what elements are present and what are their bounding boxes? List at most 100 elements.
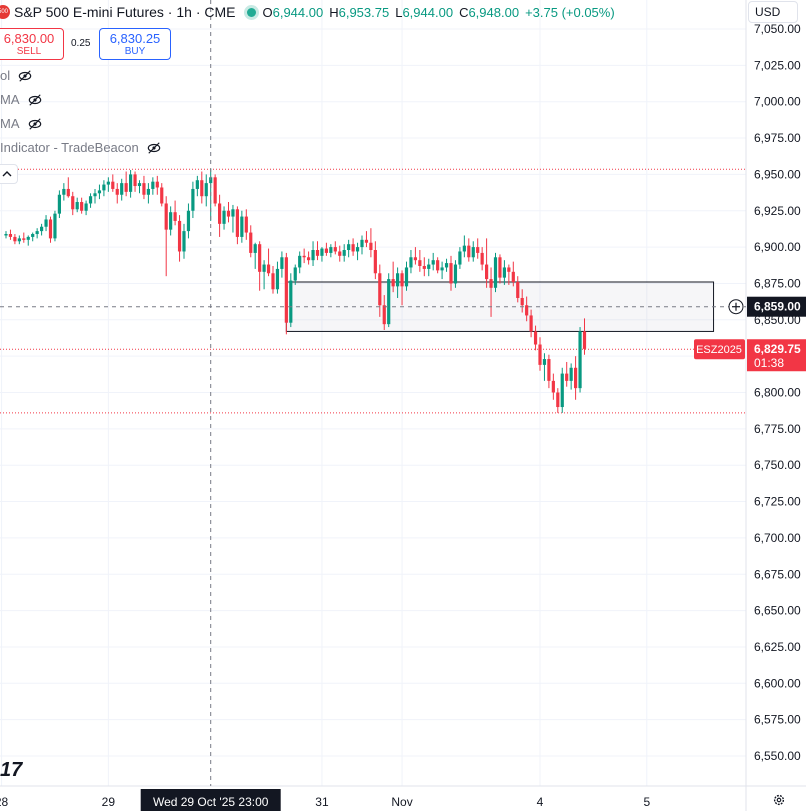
candle: [44, 215, 48, 232]
candle: [409, 250, 413, 274]
crosshair-time-bg: [140, 789, 281, 811]
candle-body: [209, 177, 213, 184]
candle-body: [284, 257, 288, 323]
candle-body: [200, 180, 204, 197]
candle: [413, 247, 417, 265]
candle: [151, 177, 155, 195]
candle: [467, 238, 471, 262]
candle: [453, 260, 458, 288]
candle-body: [444, 263, 449, 268]
candle: [436, 257, 440, 274]
candle: [182, 223, 186, 259]
eye-crossed-icon[interactable]: [147, 141, 161, 155]
candle: [115, 183, 119, 204]
indicator-tradebeacon[interactable]: Indicator - TradeBeacon: [0, 140, 161, 155]
candle: [560, 367, 564, 413]
candle-body: [329, 247, 333, 253]
candle-body: [396, 273, 400, 287]
candles: [4, 168, 587, 413]
candle: [485, 238, 489, 288]
candle: [400, 270, 404, 306]
time-axis[interactable]: 28 29 31 Nov 4 5 Wed 29 Oct '25 23:00: [0, 789, 650, 811]
candle-body: [218, 203, 222, 224]
candle: [516, 276, 520, 303]
candle-body: [436, 260, 440, 271]
exchange-logo-icon: 500: [0, 5, 10, 19]
y-tick-label: 6,625.00: [754, 640, 801, 654]
price-axis[interactable]: 7,050.00 7,025.00 7,000.00 6,975.00 6,950.00…: [754, 22, 801, 763]
ohlc-low: L6,944.00: [395, 4, 454, 20]
candle: [142, 175, 146, 200]
candle-body: [40, 226, 44, 232]
candle: [266, 248, 271, 277]
candle: [315, 241, 320, 261]
candle-body: [235, 209, 239, 237]
candle-body: [204, 183, 208, 197]
current-price-bg: [747, 339, 806, 372]
candle-body: [493, 257, 498, 288]
x-tick-label: 28: [0, 795, 9, 809]
candle: [102, 180, 106, 197]
candle: [235, 206, 239, 245]
sell-button[interactable]: 6,830.00 SELL: [0, 28, 64, 60]
price-axis-background: [746, 0, 806, 811]
candle-body: [44, 219, 48, 227]
eye-crossed-icon[interactable]: [28, 93, 42, 107]
candle-body: [560, 373, 564, 408]
indicator-volume[interactable]: ol: [0, 68, 32, 83]
candle: [84, 200, 88, 216]
candle: [476, 238, 480, 259]
candle-body: [578, 331, 582, 389]
candle: [75, 197, 79, 213]
buy-button[interactable]: 6,830.25 BUY: [99, 28, 171, 60]
candle: [329, 244, 333, 258]
candle-body: [62, 188, 66, 195]
candle: [347, 239, 351, 258]
candle: [80, 197, 84, 214]
candle: [4, 231, 8, 239]
candle: [502, 260, 506, 285]
candle: [525, 296, 529, 322]
indicator-ma-2[interactable]: MA: [0, 116, 42, 131]
symbol-title[interactable]: S&P 500 E-mini Futures · 1h · CME: [14, 4, 236, 20]
buy-price: 6,830.25: [109, 31, 161, 46]
candle: [551, 373, 555, 400]
candle-body: [298, 255, 302, 268]
candle-body: [80, 202, 84, 211]
candle: [480, 247, 484, 271]
candle: [569, 363, 573, 390]
currency-selector[interactable]: USD: [748, 1, 798, 23]
candle-body: [275, 268, 280, 290]
candle-body: [400, 273, 404, 287]
crosshair-price-label: 6,859.00: [747, 296, 806, 317]
candle: [302, 248, 306, 264]
y-tick-label: 6,800.00: [754, 386, 801, 400]
y-tick-label: 6,950.00: [754, 167, 801, 181]
y-tick-label: 7,000.00: [754, 95, 801, 109]
eye-crossed-icon[interactable]: [18, 69, 32, 83]
gear-icon[interactable]: [772, 793, 786, 807]
eye-crossed-icon[interactable]: [28, 117, 42, 131]
candle-body: [569, 367, 573, 381]
candle: [31, 232, 35, 242]
candle: [48, 216, 53, 243]
candle-body: [360, 239, 364, 248]
y-tick-label: 6,550.00: [754, 749, 801, 763]
candle-body: [525, 305, 529, 316]
candle: [307, 251, 311, 265]
indicator-ma-1[interactable]: MA: [0, 92, 42, 107]
buy-label: BUY: [124, 46, 146, 57]
candle-body: [222, 210, 226, 224]
candle-body: [422, 266, 426, 269]
chevron-up-icon[interactable]: [0, 164, 18, 184]
candle-body: [151, 181, 155, 189]
candle-body: [382, 305, 386, 325]
candle-body: [53, 213, 57, 239]
candle-body: [404, 267, 409, 287]
candle: [489, 267, 493, 317]
candle: [93, 188, 97, 204]
crosshair-price-text: 6,859.00: [754, 300, 801, 314]
candle-body: [320, 248, 324, 256]
